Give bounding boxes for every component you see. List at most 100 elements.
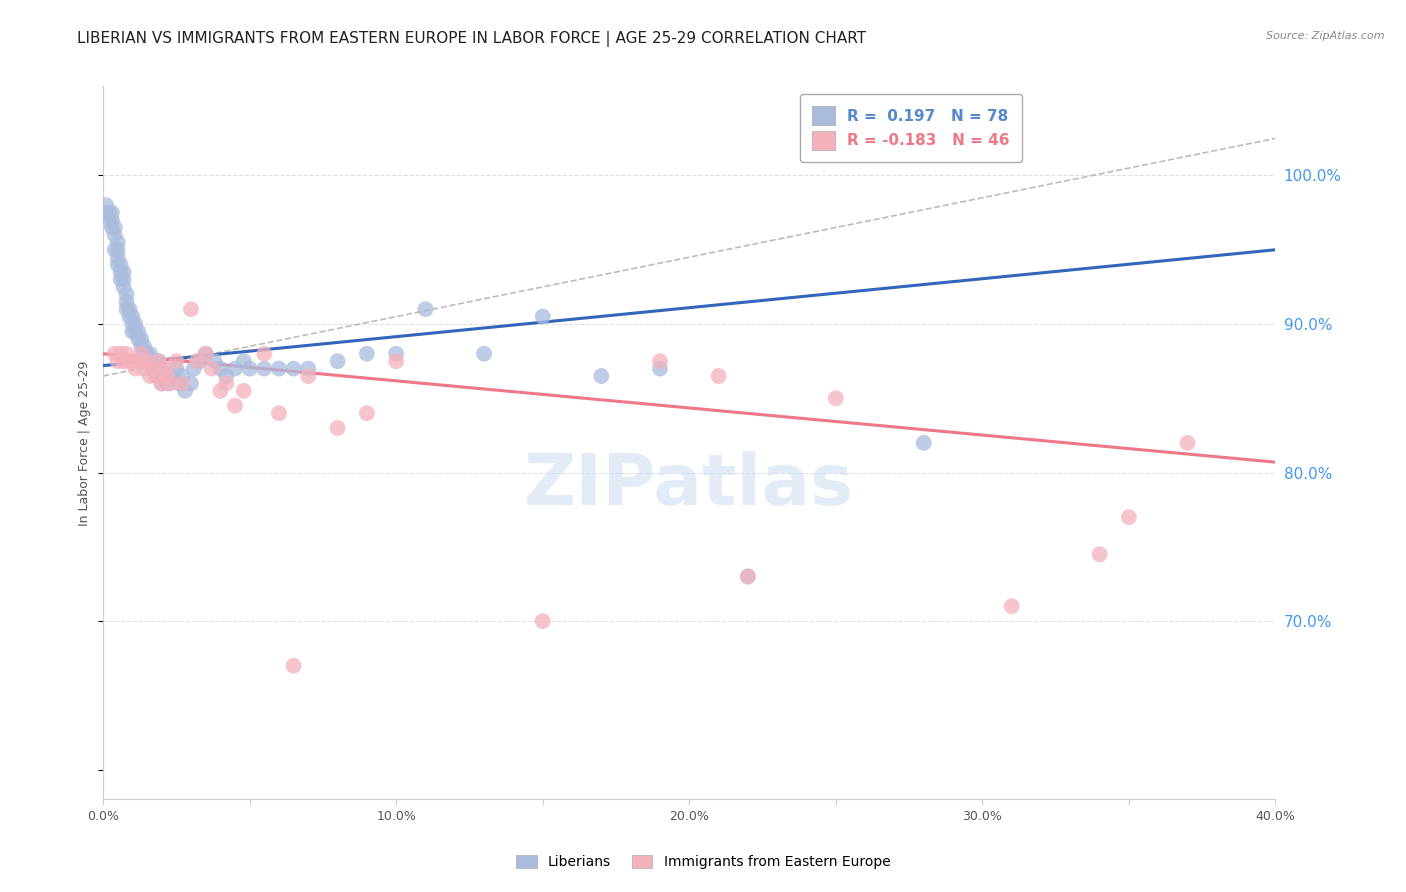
Point — [156, 376, 179, 391]
Point — [110, 258, 132, 272]
Point — [136, 354, 159, 368]
Point — [107, 250, 129, 264]
Point — [118, 354, 141, 368]
Point — [148, 354, 170, 368]
Point — [648, 354, 671, 368]
Point — [132, 361, 155, 376]
Point — [204, 354, 226, 368]
Point — [283, 361, 305, 376]
Point — [150, 376, 173, 391]
Point — [253, 361, 276, 376]
Point — [110, 265, 132, 279]
Point — [356, 347, 378, 361]
Point — [145, 369, 167, 384]
Point — [107, 258, 129, 272]
Point — [101, 205, 124, 219]
Point — [232, 384, 254, 398]
Point — [283, 658, 305, 673]
Point — [648, 361, 671, 376]
Point — [174, 384, 197, 398]
Point — [148, 354, 170, 368]
Point — [156, 369, 179, 384]
Point — [121, 317, 143, 331]
Point — [136, 347, 159, 361]
Point — [209, 361, 232, 376]
Point — [326, 354, 349, 368]
Point — [159, 369, 181, 384]
Point — [356, 406, 378, 420]
Point — [104, 347, 127, 361]
Legend: R =  0.197   N = 78, R = -0.183   N = 46: R = 0.197 N = 78, R = -0.183 N = 46 — [800, 94, 1022, 161]
Point — [215, 369, 238, 384]
Point — [824, 392, 846, 406]
Legend: Liberians, Immigrants from Eastern Europe: Liberians, Immigrants from Eastern Europ… — [509, 848, 897, 876]
Point — [118, 302, 141, 317]
Point — [153, 369, 176, 384]
Point — [180, 302, 202, 317]
Point — [112, 280, 135, 294]
Point — [209, 384, 232, 398]
Point — [115, 294, 138, 309]
Point — [121, 325, 143, 339]
Point — [1088, 547, 1111, 561]
Point — [104, 227, 127, 242]
Point — [200, 361, 222, 376]
Point — [253, 347, 276, 361]
Point — [267, 406, 290, 420]
Point — [326, 421, 349, 435]
Point — [180, 376, 202, 391]
Point — [94, 205, 117, 219]
Point — [139, 354, 162, 368]
Point — [169, 376, 191, 391]
Point — [132, 347, 155, 361]
Point — [139, 369, 162, 384]
Point — [127, 325, 149, 339]
Point — [129, 347, 152, 361]
Point — [127, 354, 149, 368]
Point — [127, 332, 149, 346]
Point — [145, 369, 167, 384]
Point — [385, 354, 408, 368]
Point — [104, 220, 127, 235]
Point — [707, 369, 730, 384]
Point — [121, 310, 143, 324]
Point — [232, 354, 254, 368]
Point — [139, 347, 162, 361]
Point — [165, 361, 187, 376]
Point — [142, 354, 165, 368]
Point — [124, 325, 146, 339]
Y-axis label: In Labor Force | Age 25-29: In Labor Force | Age 25-29 — [79, 360, 91, 525]
Point — [153, 361, 176, 376]
Point — [101, 220, 124, 235]
Point — [115, 302, 138, 317]
Point — [239, 361, 262, 376]
Point — [737, 569, 759, 583]
Point — [194, 347, 217, 361]
Point — [129, 332, 152, 346]
Text: LIBERIAN VS IMMIGRANTS FROM EASTERN EUROPE IN LABOR FORCE | AGE 25-29 CORRELATIO: LIBERIAN VS IMMIGRANTS FROM EASTERN EURO… — [77, 31, 866, 47]
Point — [115, 347, 138, 361]
Point — [118, 310, 141, 324]
Point — [145, 361, 167, 376]
Point — [94, 198, 117, 212]
Point — [107, 354, 129, 368]
Point — [1118, 510, 1140, 524]
Point — [150, 376, 173, 391]
Point — [97, 205, 120, 219]
Point — [224, 399, 246, 413]
Point — [112, 265, 135, 279]
Point — [215, 376, 238, 391]
Point — [297, 369, 319, 384]
Point — [112, 354, 135, 368]
Point — [124, 317, 146, 331]
Point — [194, 347, 217, 361]
Point — [186, 354, 208, 368]
Point — [531, 310, 554, 324]
Point — [172, 369, 194, 384]
Point — [159, 376, 181, 391]
Point — [472, 347, 495, 361]
Point — [912, 435, 935, 450]
Point — [150, 361, 173, 376]
Point — [1177, 435, 1199, 450]
Point — [101, 213, 124, 227]
